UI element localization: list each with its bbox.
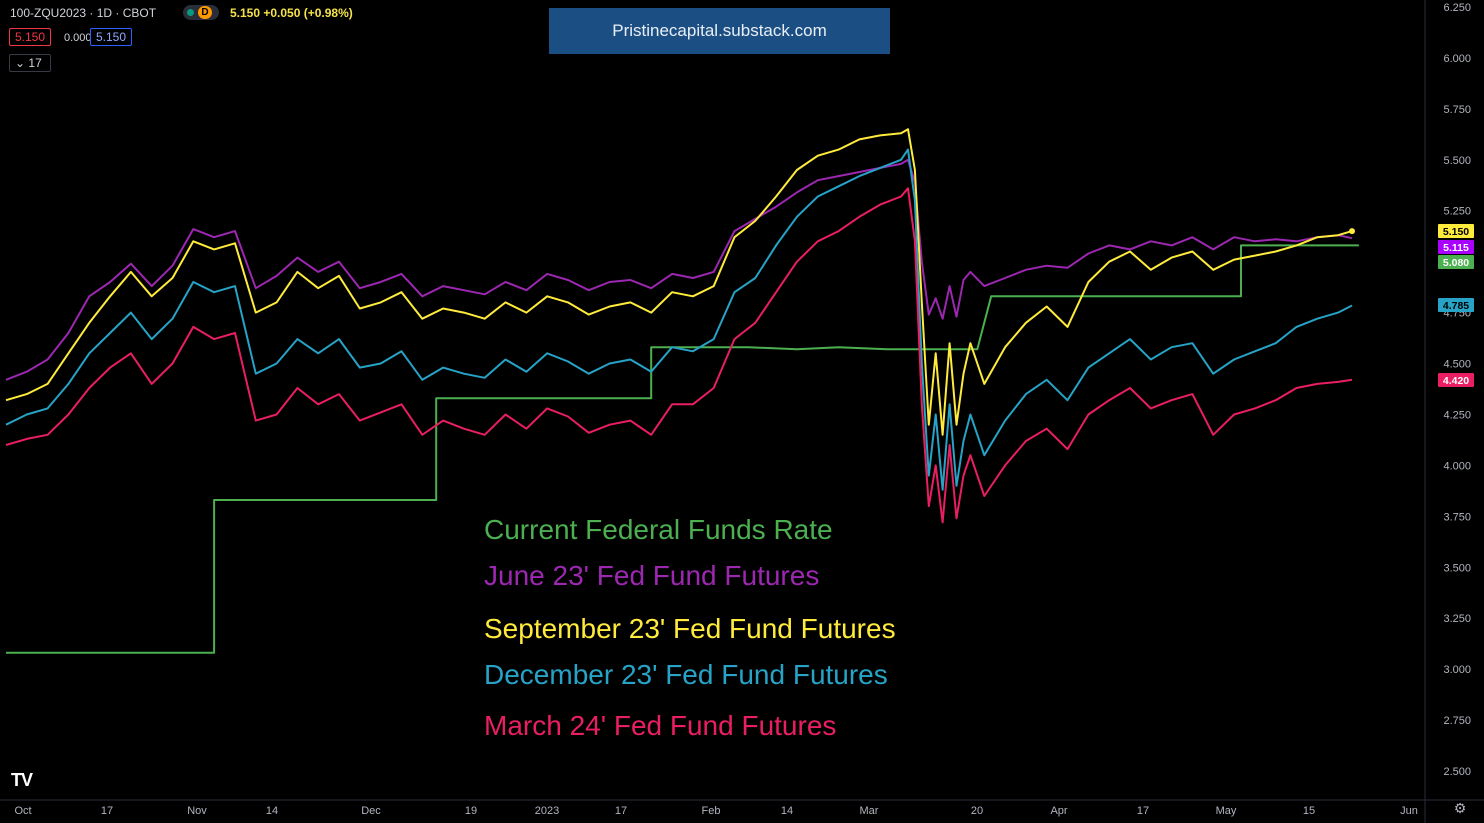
- price-label-text: 5.115: [1443, 242, 1469, 254]
- last-point-marker: [1349, 228, 1355, 235]
- series-line-5: [5, 187, 1353, 524]
- price-label-bg: [1438, 373, 1474, 387]
- legend-march-24: March 24' Fed Fund Futures: [484, 710, 837, 741]
- price-label-bg: [1438, 240, 1474, 254]
- y-tick-label: 4.500: [1443, 359, 1471, 371]
- price-label: 4.785: [1438, 298, 1474, 312]
- legend-fed-funds-rate: Current Federal Funds Rate: [484, 514, 833, 545]
- quote-change: 5.150 +0.050 (+0.98%): [230, 6, 353, 20]
- x-tick-label: 20: [971, 805, 983, 817]
- gear-icon[interactable]: ⚙: [1453, 800, 1467, 816]
- x-tick-label: 17: [615, 805, 627, 817]
- x-tick-label: Feb: [702, 805, 721, 817]
- x-tick-label: 17: [1137, 805, 1149, 817]
- y-tick-label: 5.250: [1443, 206, 1471, 218]
- spread-value: 0.000: [64, 32, 92, 44]
- y-tick-label: 5.750: [1443, 104, 1471, 116]
- series-line-4: [5, 148, 1353, 491]
- y-tick-label: 2.500: [1443, 766, 1471, 778]
- x-tick-label: Nov: [187, 805, 207, 817]
- legend-september-23: September 23' Fed Fund Futures: [484, 613, 896, 644]
- sell-price-box[interactable]: 5.150: [9, 28, 52, 46]
- x-tick-label: 2023: [535, 805, 559, 817]
- price-label-bg: [1438, 298, 1474, 312]
- x-tick-label: Jun: [1400, 805, 1418, 817]
- watermark-banner: Pristinecapital.substack.com: [549, 8, 890, 54]
- x-tick-label: Apr: [1050, 805, 1067, 817]
- delayed-data-icon: D: [198, 6, 212, 19]
- y-tick-label: 3.000: [1443, 664, 1471, 676]
- x-tick-label: 19: [465, 805, 477, 817]
- indicators-collapse-button[interactable]: ⌄ 17: [9, 54, 51, 72]
- y-tick-label: 6.000: [1443, 53, 1471, 65]
- market-status-icons[interactable]: D: [183, 5, 219, 20]
- price-label-text: 5.080: [1443, 257, 1469, 269]
- tradingview-logo[interactable]: TV: [11, 770, 33, 790]
- y-tick-label: 3.750: [1443, 511, 1471, 523]
- x-tick-label: 14: [781, 805, 793, 817]
- series-line-3: [5, 128, 1353, 436]
- price-label: 4.420: [1438, 373, 1474, 387]
- symbol-title[interactable]: 100-ZQU2023 · 1D · CBOT: [10, 6, 157, 20]
- x-tick-label: Oct: [14, 805, 31, 817]
- y-tick-label: 4.000: [1443, 460, 1471, 472]
- price-label-bg: [1438, 255, 1474, 269]
- y-tick-label: 3.250: [1443, 613, 1471, 625]
- series-line-1: [6, 244, 1359, 654]
- x-tick-label: Dec: [361, 805, 381, 817]
- y-tick-label: 4.250: [1443, 409, 1471, 421]
- y-tick-label: 5.500: [1443, 155, 1471, 167]
- series-line-2: [5, 158, 1353, 381]
- x-tick-label: May: [1216, 805, 1237, 817]
- price-label-bg: [1438, 224, 1474, 238]
- price-label: 5.150: [1438, 224, 1474, 238]
- x-tick-label: 15: [1303, 805, 1315, 817]
- y-tick-label: 3.500: [1443, 562, 1471, 574]
- price-label-text: 5.150: [1443, 226, 1469, 238]
- x-tick-label: 17: [101, 805, 113, 817]
- x-tick-label: 14: [266, 805, 278, 817]
- price-label-text: 4.420: [1443, 375, 1469, 387]
- y-tick-label: 6.250: [1443, 2, 1471, 14]
- y-tick-label: 2.750: [1443, 715, 1471, 727]
- price-label-text: 4.785: [1443, 300, 1469, 312]
- market-open-icon: [187, 9, 194, 16]
- price-label: 5.080: [1438, 255, 1474, 269]
- legend-june-23: June 23' Fed Fund Futures: [484, 560, 820, 591]
- price-label: 5.115: [1438, 240, 1474, 254]
- buy-price-box[interactable]: 5.150: [90, 28, 133, 46]
- x-tick-label: Mar: [860, 805, 879, 817]
- legend-december-23: December 23' Fed Fund Futures: [484, 659, 888, 690]
